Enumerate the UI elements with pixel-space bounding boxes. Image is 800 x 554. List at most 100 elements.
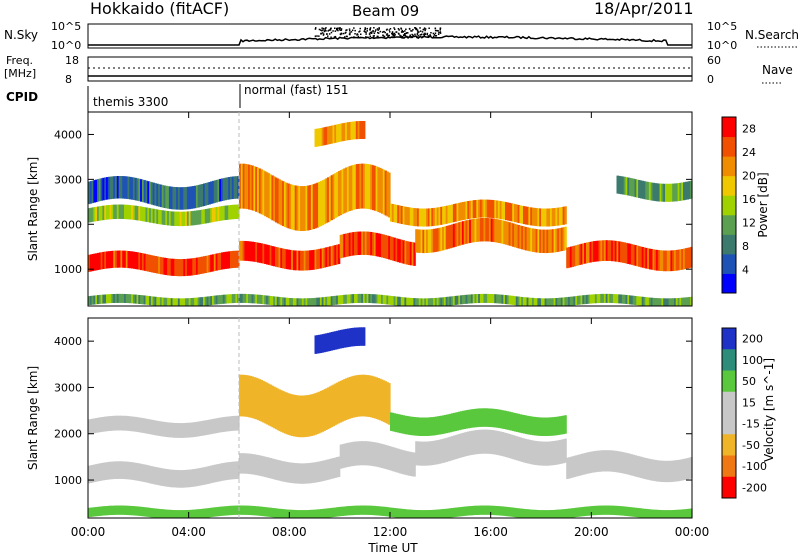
data-cell bbox=[447, 225, 450, 249]
data-cell bbox=[481, 218, 485, 242]
colorbar-tick-label: 8 bbox=[742, 240, 749, 253]
data-cell bbox=[210, 507, 213, 517]
data-cell bbox=[343, 379, 346, 421]
data-cell bbox=[393, 413, 396, 432]
data-cell bbox=[136, 506, 139, 516]
data-cell bbox=[307, 395, 310, 437]
data-cell bbox=[291, 250, 294, 270]
nsearch-point bbox=[359, 27, 361, 30]
data-cell bbox=[321, 248, 325, 268]
data-cell bbox=[686, 458, 689, 480]
data-cell bbox=[663, 460, 666, 483]
data-cell bbox=[541, 441, 544, 466]
data-cell bbox=[212, 418, 215, 434]
nsearch-point bbox=[400, 35, 402, 38]
data-cell bbox=[334, 457, 337, 478]
data-cell bbox=[634, 455, 637, 477]
data-cell bbox=[379, 294, 382, 304]
data-cell bbox=[174, 469, 177, 488]
data-cell bbox=[391, 237, 395, 261]
data-cell bbox=[510, 222, 513, 247]
data-cell bbox=[508, 222, 511, 246]
data-cell bbox=[165, 422, 168, 437]
data-cell bbox=[636, 179, 639, 198]
nsearch-point bbox=[340, 29, 343, 31]
data-cell bbox=[629, 295, 632, 305]
data-cell bbox=[647, 458, 650, 480]
data-cell bbox=[323, 333, 326, 353]
data-cell bbox=[571, 246, 574, 267]
data-cell bbox=[638, 296, 641, 306]
data-cell bbox=[161, 210, 165, 225]
data-cell bbox=[352, 294, 355, 304]
data-cell bbox=[219, 206, 222, 221]
data-cell bbox=[168, 298, 172, 306]
data-cell bbox=[672, 183, 675, 202]
nsearch-point bbox=[377, 32, 380, 34]
data-cell bbox=[154, 467, 157, 485]
data-cell bbox=[177, 510, 181, 518]
data-cell bbox=[508, 411, 511, 431]
data-cell bbox=[230, 294, 233, 304]
data-cell bbox=[226, 205, 229, 220]
data-cell bbox=[334, 383, 337, 426]
nsearch-point bbox=[412, 34, 414, 37]
data-cell bbox=[528, 227, 531, 252]
data-cell bbox=[206, 420, 209, 435]
data-cell bbox=[332, 125, 335, 144]
data-cell bbox=[97, 506, 100, 517]
data-cell bbox=[174, 510, 177, 518]
data-cell bbox=[172, 510, 175, 518]
nsearch-point bbox=[327, 35, 329, 37]
data-cell bbox=[174, 258, 177, 276]
data-cell bbox=[192, 258, 195, 276]
data-cell bbox=[176, 187, 179, 210]
data-cell bbox=[224, 177, 227, 201]
data-cell bbox=[275, 177, 278, 223]
data-cell bbox=[544, 417, 547, 436]
data-cell bbox=[400, 508, 404, 518]
nsearch-point bbox=[351, 29, 354, 31]
data-cell bbox=[594, 294, 598, 304]
data-cell bbox=[343, 506, 346, 516]
data-cell bbox=[598, 450, 601, 472]
data-cell bbox=[150, 296, 154, 306]
data-cell bbox=[512, 295, 515, 305]
data-cell bbox=[535, 417, 538, 436]
data-cell bbox=[449, 436, 452, 461]
data-cell bbox=[363, 293, 366, 303]
data-cell bbox=[134, 252, 138, 270]
data-cell bbox=[172, 469, 175, 488]
nsearch-point bbox=[381, 31, 384, 33]
data-cell bbox=[264, 295, 267, 305]
data-cell bbox=[452, 296, 456, 306]
data-cell bbox=[283, 509, 287, 518]
data-cell bbox=[355, 121, 359, 140]
nsearch-point bbox=[423, 27, 426, 29]
data-cell bbox=[111, 461, 114, 480]
data-cell bbox=[159, 468, 163, 486]
data-cell bbox=[285, 392, 289, 435]
data-cell bbox=[131, 506, 134, 516]
data-cell bbox=[440, 415, 443, 435]
data-cell bbox=[172, 422, 175, 438]
data-cell bbox=[328, 176, 332, 222]
data-cell bbox=[285, 461, 289, 483]
data-cell bbox=[228, 462, 231, 480]
data-cell bbox=[427, 229, 431, 253]
data-cell bbox=[575, 507, 578, 517]
data-cell bbox=[186, 298, 190, 306]
colorbar-tick-label: -200 bbox=[742, 481, 767, 494]
data-cell bbox=[587, 242, 591, 263]
nsearch-point bbox=[376, 35, 378, 38]
data-cell bbox=[111, 505, 114, 515]
data-cell bbox=[217, 417, 220, 433]
nsearch-point bbox=[337, 29, 339, 32]
data-cell bbox=[411, 298, 414, 306]
nsearch-point bbox=[414, 35, 417, 37]
data-cell bbox=[323, 247, 326, 268]
data-cell bbox=[314, 128, 317, 147]
data-cell bbox=[417, 229, 420, 253]
nsearch-point bbox=[387, 35, 389, 37]
data-cell bbox=[240, 293, 244, 303]
